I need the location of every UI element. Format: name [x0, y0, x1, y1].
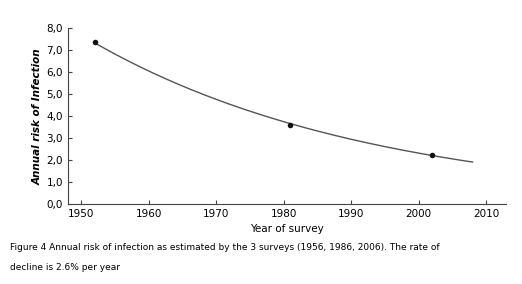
Text: decline is 2.6% per year: decline is 2.6% per year	[10, 263, 121, 272]
Text: Figure 4 Annual risk of infection as estimated by the 3 surveys (1956, 1986, 200: Figure 4 Annual risk of infection as est…	[10, 243, 440, 252]
X-axis label: Year of survey: Year of survey	[250, 224, 324, 233]
Y-axis label: Annual risk of Infection: Annual risk of Infection	[32, 48, 42, 185]
